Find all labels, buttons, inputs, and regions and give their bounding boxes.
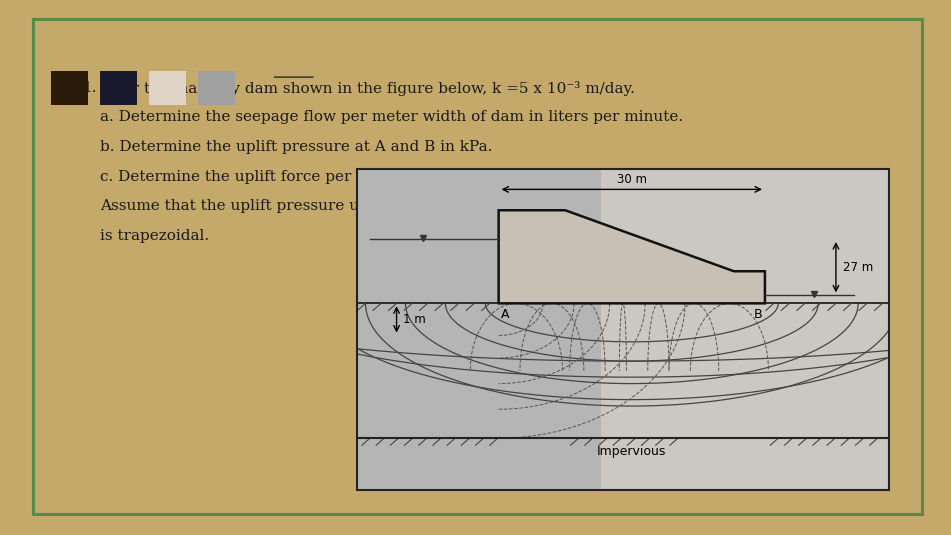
Text: B: B <box>754 308 763 321</box>
Polygon shape <box>498 210 765 303</box>
Text: 27 m: 27 m <box>843 261 873 274</box>
Text: b. Determine the uplift pressure at A and B in kPa.: b. Determine the uplift pressure at A an… <box>100 140 493 154</box>
Text: Assume that the uplift pressure under the dam: Assume that the uplift pressure under th… <box>100 200 463 213</box>
Text: 1.: 1. <box>82 81 97 95</box>
Text: a. Determine the seepage flow per meter width of dam in liters per minute.: a. Determine the seepage flow per meter … <box>100 110 683 124</box>
Bar <box>601 169 889 490</box>
Bar <box>51 71 88 105</box>
Text: c. Determine the uplift force per meter of dam.: c. Determine the uplift force per meter … <box>100 170 464 184</box>
Bar <box>149 71 186 105</box>
Bar <box>100 71 137 105</box>
Bar <box>198 71 235 105</box>
Text: For the masonry dam shown in the figure below, k =5 x 10⁻³ m/day.: For the masonry dam shown in the figure … <box>113 81 635 96</box>
Text: A: A <box>501 308 510 321</box>
Text: 1 m: 1 m <box>403 313 426 326</box>
Text: Impervious: Impervious <box>597 445 667 457</box>
Text: 30 m: 30 m <box>617 173 647 186</box>
Text: is trapezoidal.: is trapezoidal. <box>100 229 209 243</box>
